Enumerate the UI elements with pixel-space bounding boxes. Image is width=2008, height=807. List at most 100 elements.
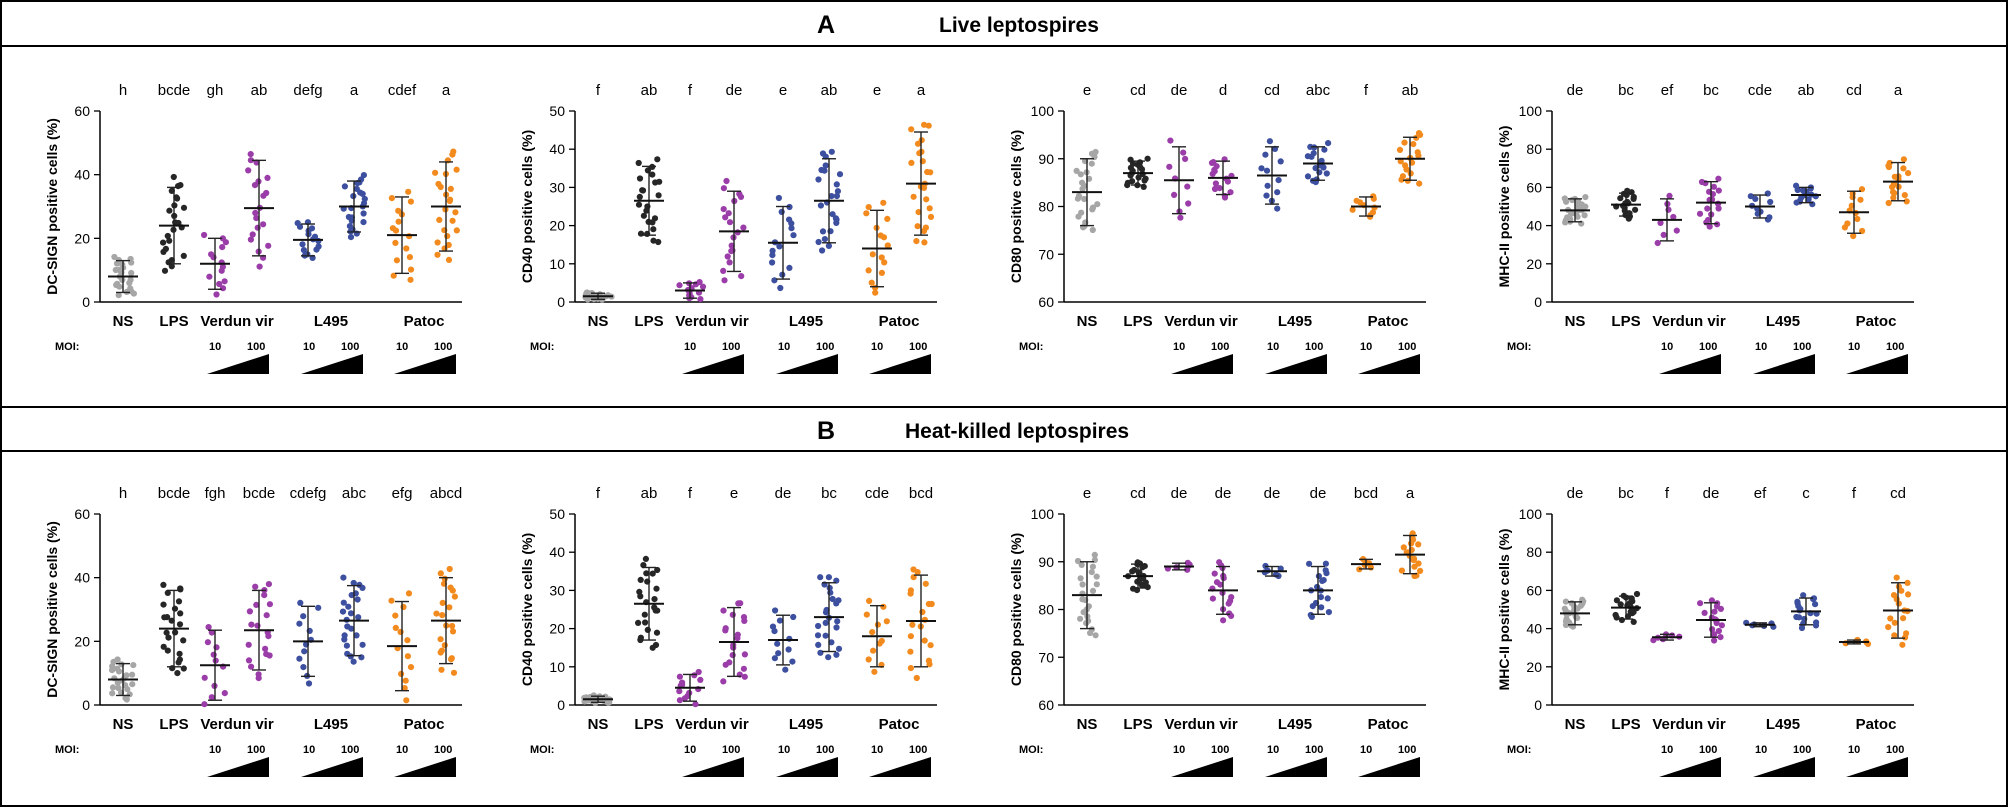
panel-b-letter: B [817,417,836,445]
significance-letter: e [730,485,738,502]
data-point [109,684,117,691]
y-tick-label: 20 [74,230,90,246]
data-point [1805,196,1812,203]
moi-high-label: 100 [434,341,452,353]
data-point [1370,193,1377,200]
significance-letter: de [1567,485,1584,502]
data-point [301,648,308,655]
data-point [834,188,842,195]
data-point [1402,162,1409,169]
data-point [822,632,829,639]
data-point [168,617,175,624]
data-point [407,198,414,205]
data-point [790,613,797,621]
category-label: L495 [1766,313,1800,330]
data-point [1182,155,1189,162]
data-point [735,600,742,607]
data-point [635,201,643,208]
moi-gradient-triangle [869,354,931,374]
data-point [1890,592,1898,599]
data-point [388,195,395,202]
moi-gradient-triangle [869,757,931,777]
significance-letter: defg [293,82,322,99]
data-point [1900,156,1907,163]
data-point [865,204,872,211]
data-point [825,654,832,661]
moi-low-label: 10 [1661,341,1673,353]
y-tick-label: 100 [1031,506,1055,522]
data-point [919,608,926,616]
data-point [738,273,745,280]
data-point [343,642,350,649]
data-point [162,245,169,252]
y-tick-label: 50 [549,506,565,522]
moi-high-label: 100 [247,341,265,353]
data-point [863,210,870,217]
data-point [449,217,456,224]
data-point [175,598,183,605]
data-point [161,614,168,621]
data-point [1274,205,1281,212]
y-tick-label: 90 [1038,151,1054,167]
moi-low-label: 10 [303,341,315,353]
significance-letter: de [1567,82,1584,99]
significance-letter: f [1665,485,1670,502]
data-point [833,192,841,200]
data-point [407,664,415,671]
category-label: LPS [1611,716,1640,733]
data-point [263,612,270,619]
data-point [339,608,347,615]
moi-label: MOI: [55,341,79,353]
y-tick-label: 40 [549,141,565,157]
panel-a-header: A Live leptospires [2,4,2006,48]
data-point [263,651,270,658]
data-point [1704,205,1711,212]
data-point [300,613,307,620]
moi-gradient-triangle [394,757,456,777]
data-point [1089,204,1097,211]
data-point [833,624,840,631]
data-point [1715,187,1722,194]
data-point [350,579,357,587]
significance-letter: ab [1402,82,1419,99]
significance-letter: e [1083,82,1091,99]
data-point [1715,175,1722,182]
divider [2,406,2006,408]
moi-low-label: 10 [1267,341,1279,353]
data-point [130,662,137,669]
data-point [210,651,217,658]
data-point [1314,583,1321,591]
data-point [219,244,226,251]
data-point [1228,594,1235,601]
data-point [355,614,362,621]
data-point [261,592,268,599]
data-point [1131,566,1138,574]
category-label: Patoc [1368,716,1409,733]
data-point [1353,197,1360,204]
data-point [441,642,448,649]
moi-low-label: 10 [1661,744,1673,756]
category-label: Verdun vir [1164,313,1238,330]
data-point [819,247,826,254]
data-point [405,188,412,195]
moi-low-label: 10 [1755,341,1767,353]
data-point [790,232,797,239]
data-point [401,685,408,692]
moi-gradient-triangle [1659,354,1721,374]
panel-a-title: Live leptospires [939,14,1099,37]
category-label: NS [588,313,609,330]
data-point [1660,231,1667,238]
data-point [1211,570,1218,577]
data-point [729,611,736,618]
data-point [438,647,445,654]
data-point [907,665,915,672]
data-point [740,224,747,231]
data-point [1632,206,1639,213]
data-point [907,633,915,640]
data-point [726,659,733,666]
data-point [340,574,347,581]
data-point [1630,193,1637,201]
data-point [1696,210,1704,217]
data-point [247,157,254,164]
data-point [260,221,267,228]
